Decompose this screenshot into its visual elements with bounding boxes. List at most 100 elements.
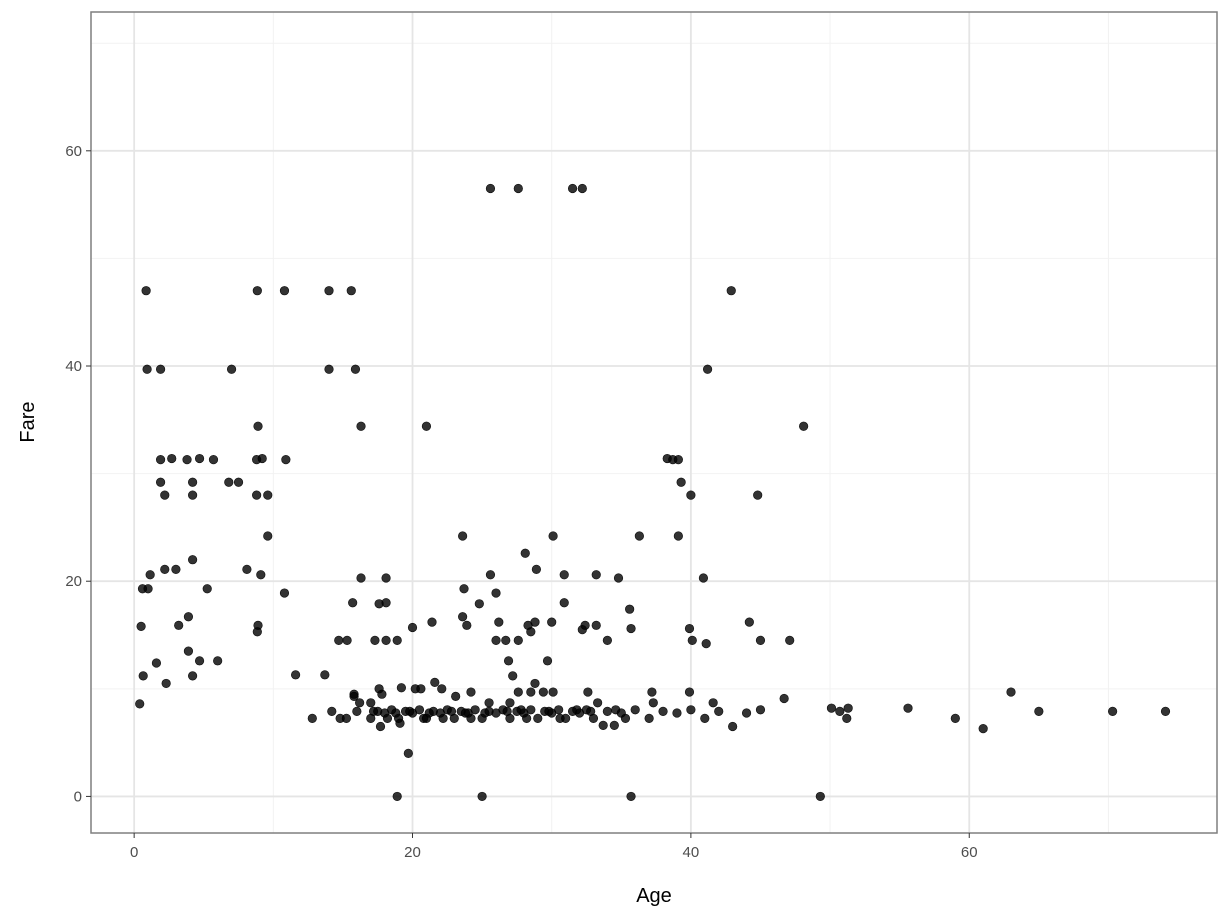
data-point [513, 687, 523, 697]
data-point [503, 656, 514, 666]
data-point [485, 183, 496, 194]
data-point [392, 791, 402, 802]
data-point [611, 705, 621, 715]
data-point [324, 286, 334, 296]
data-point [356, 421, 366, 431]
x-axis: 0 20 40 60 [130, 833, 978, 861]
data-point [533, 713, 543, 724]
data-point [708, 698, 718, 708]
data-point [530, 678, 540, 689]
data-point [1160, 706, 1171, 717]
data-point [531, 564, 541, 574]
data-point [684, 687, 695, 697]
y-axis: 0 20 40 60 [65, 143, 91, 805]
data-point [548, 531, 558, 541]
data-point [626, 623, 636, 634]
data-point [438, 713, 448, 724]
data-point [462, 620, 472, 630]
data-point [1034, 706, 1044, 717]
data-point [155, 455, 166, 465]
data-point [548, 687, 558, 697]
data-point [577, 183, 587, 194]
data-point [538, 687, 548, 697]
data-point [753, 490, 763, 500]
data-point [257, 453, 267, 464]
data-point [673, 531, 683, 541]
data-point [213, 656, 223, 666]
data-point [516, 705, 526, 715]
data-point [501, 635, 511, 645]
data-point [835, 706, 845, 717]
data-point [542, 656, 553, 666]
data-point [242, 564, 252, 574]
data-point [458, 612, 468, 622]
data-point [477, 791, 487, 802]
data-point [174, 620, 184, 630]
data-point [421, 421, 432, 431]
data-point [320, 670, 330, 680]
data-point [424, 708, 434, 718]
data-point [580, 620, 590, 630]
data-point [484, 698, 494, 708]
data-point [171, 564, 181, 574]
data-point [658, 706, 668, 717]
data-point [591, 570, 601, 580]
data-point [396, 683, 406, 693]
data-point [155, 477, 166, 487]
data-point [352, 706, 362, 717]
data-point [252, 490, 262, 500]
data-point [403, 748, 413, 758]
data-point [613, 573, 624, 583]
data-point [366, 698, 376, 708]
data-point [136, 621, 146, 632]
data-point [392, 635, 402, 645]
data-point [491, 635, 501, 645]
data-point [375, 721, 386, 732]
grid [91, 12, 1217, 833]
data-point [459, 584, 469, 594]
data-point [279, 588, 290, 598]
data-point [382, 713, 393, 724]
data-point [609, 720, 619, 730]
data-point [451, 691, 461, 701]
data-point [547, 617, 557, 627]
data-point [554, 705, 564, 715]
data-point [188, 477, 198, 487]
data-point [598, 720, 608, 730]
data-point [138, 671, 148, 681]
data-point [491, 588, 501, 598]
data-point [630, 705, 640, 715]
data-point [648, 698, 658, 708]
x-tick-label: 60 [961, 844, 978, 861]
data-point [505, 698, 515, 708]
data-point [583, 687, 593, 697]
data-point [334, 635, 344, 645]
data-point [522, 713, 532, 724]
data-point [437, 684, 447, 694]
data-point [263, 490, 273, 500]
data-point [188, 671, 198, 681]
data-point [526, 705, 536, 715]
data-point [466, 713, 476, 724]
data-point [188, 555, 198, 565]
data-point [208, 455, 219, 465]
data-point [350, 364, 361, 374]
data-point [370, 635, 380, 645]
data-point [785, 635, 795, 645]
data-point [253, 421, 263, 431]
data-point [673, 455, 683, 465]
data-point [485, 570, 496, 580]
x-tick-label: 0 [130, 844, 138, 861]
data-point [686, 490, 696, 500]
data-point [634, 531, 644, 541]
data-point [233, 477, 244, 487]
data-point [381, 598, 391, 608]
data-point [194, 656, 205, 666]
data-point [474, 599, 484, 609]
data-point [903, 703, 913, 713]
data-point [1108, 706, 1118, 717]
data-point [405, 706, 415, 717]
data-point [427, 617, 437, 627]
data-point [348, 598, 358, 608]
data-point [647, 687, 657, 697]
